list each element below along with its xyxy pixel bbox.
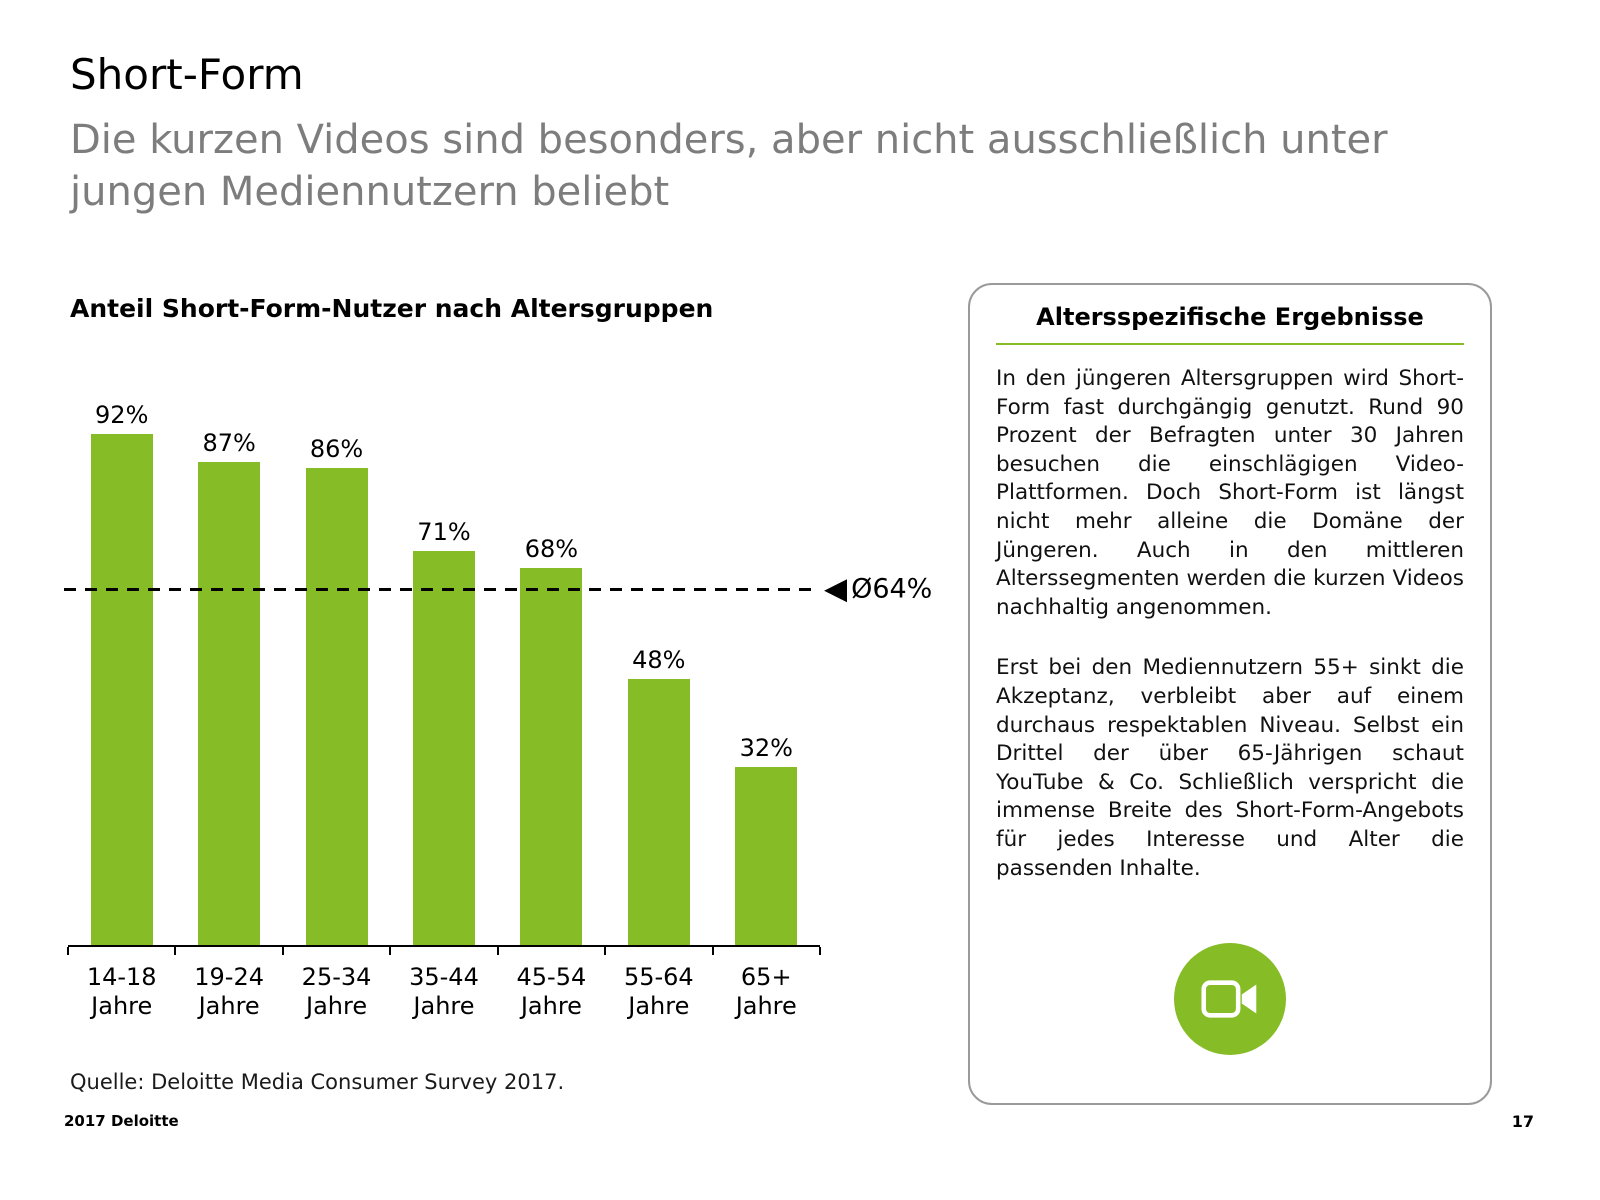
axis-tick — [711, 947, 714, 955]
axis-tick — [174, 947, 177, 955]
average-label: Ø64% — [851, 573, 933, 605]
bar-value-label: 48% — [632, 645, 686, 674]
bar — [305, 467, 368, 945]
chart-title: Anteil Short-Form-Nutzer nach Altersgrup… — [70, 294, 714, 323]
category-label: 19-24 Jahre — [194, 963, 264, 1021]
bar — [735, 767, 798, 945]
bar-column: 32% — [713, 390, 820, 945]
axis-tick — [281, 947, 284, 955]
category-label: 14-18 Jahre — [86, 963, 157, 1021]
bar — [412, 550, 475, 945]
info-box: Altersspezifische Ergebnisse In den jüng… — [968, 283, 1492, 1105]
source-note: Quelle: Deloitte Media Consumer Survey 2… — [70, 1070, 565, 1094]
bar — [90, 434, 153, 945]
page-title: Short-Form — [70, 50, 304, 99]
bar-column: 92% — [68, 390, 175, 945]
average-marker: ◀ Ø64% — [824, 574, 932, 605]
average-line: ◀ Ø64% — [64, 574, 932, 605]
video-camera-glyph — [1201, 980, 1257, 1018]
average-arrow-icon: ◀ — [824, 571, 848, 607]
axis-tick — [819, 947, 821, 955]
video-camera-icon — [1174, 943, 1286, 1055]
bar-column: 71% — [390, 390, 497, 945]
bar-value-label: 71% — [417, 517, 471, 546]
bar-value-label: 68% — [524, 534, 579, 563]
bar-group: 92% 87% 86% 71% 68% 48% 32% — [68, 390, 820, 945]
axis-tick — [389, 947, 392, 955]
category-label: 55-64 Jahre — [623, 963, 694, 1021]
axis-tick — [67, 947, 69, 955]
info-paragraph-2: Erst bei den Mediennutzern 55+ sinkt die… — [996, 655, 1464, 881]
bar — [520, 567, 583, 945]
bar — [627, 678, 690, 945]
bar-column: 86% — [283, 390, 390, 945]
page-subtitle: Die kurzen Videos sind besonders, aber n… — [70, 117, 1388, 215]
bar-value-label: 92% — [95, 401, 149, 430]
bar-column: 87% — [175, 390, 282, 945]
category-label: 65+ Jahre — [735, 963, 797, 1021]
bar-value-label: 86% — [309, 434, 364, 463]
category-label: 25-34 Jahre — [301, 963, 372, 1021]
bar-value-label: 87% — [202, 429, 256, 458]
info-paragraph-1: In den jüngeren Altersgruppen wird Short… — [996, 366, 1464, 620]
info-box-title: Altersspezifische Ergebnisse — [996, 303, 1464, 345]
bar-chart-plot: 92% 87% 86% 71% 68% 48% 32% ◀ Ø64% — [64, 390, 932, 955]
category-label: 35-44 Jahre — [409, 963, 479, 1021]
footer-copyright: 2017 Deloitte — [64, 1112, 179, 1130]
axis-tick — [496, 947, 499, 955]
category-axis: 14-18 Jahre 19-24 Jahre 25-34 Jahre 35-44 Jahre… — [68, 963, 820, 1022]
bar — [198, 462, 261, 945]
page-number: 17 — [1511, 1112, 1534, 1131]
axis-tick — [604, 947, 607, 955]
category-label: 45-54 Jahre — [516, 963, 587, 1021]
bar-column: 48% — [605, 390, 712, 945]
bar-value-label: 32% — [739, 734, 793, 763]
bar-column: 68% — [498, 390, 605, 945]
